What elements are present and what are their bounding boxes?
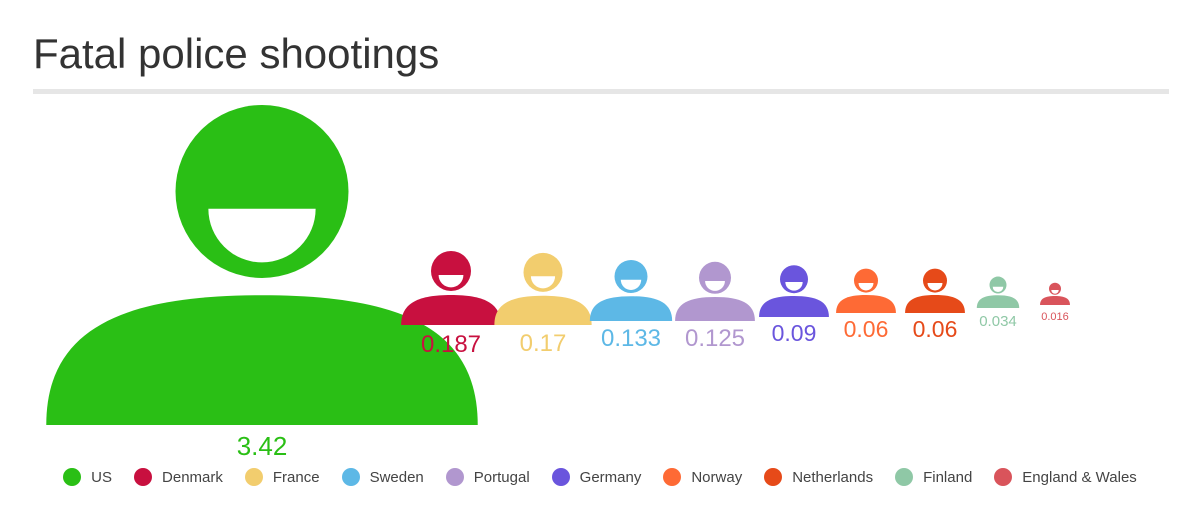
legend-item-france[interactable]: France [244, 468, 320, 486]
figure-netherlands: 0.06 [905, 268, 965, 342]
legend-item-norway[interactable]: Norway [663, 468, 742, 486]
figure-denmark: 0.187 [401, 251, 501, 358]
legend-item-portugal[interactable]: Portugal [445, 468, 530, 486]
legend-label-netherlands: Netherlands [792, 468, 874, 486]
legend-item-finland[interactable]: Finland [895, 468, 972, 486]
figure-body-sweden [589, 296, 673, 321]
legend-swatch-germany [551, 468, 570, 486]
legend-label-germany: Germany [579, 468, 642, 486]
figure-body-france [494, 295, 592, 325]
legend-swatch-norway [663, 468, 682, 486]
value-label-france: 0.17 [520, 330, 567, 357]
legend-swatch-portugal [445, 468, 464, 486]
legend-swatch-netherlands [764, 468, 783, 486]
title-divider [33, 89, 1169, 94]
legend-swatch-england-and-wales [994, 468, 1013, 486]
legend-item-denmark[interactable]: Denmark [134, 468, 223, 486]
legend-swatch-finland [895, 468, 914, 486]
legend-item-sweden[interactable]: Sweden [341, 468, 424, 486]
figure-england-and-wales: 0.016 [1040, 282, 1070, 323]
figure-smile-norway [858, 283, 874, 291]
legend-label-norway: Norway [691, 468, 743, 486]
value-label-norway: 0.06 [844, 316, 889, 342]
legend-item-netherlands[interactable]: Netherlands [764, 468, 873, 486]
figure-body-finland [976, 295, 1020, 308]
legend-swatch-us [63, 468, 82, 486]
legend-label-denmark: Denmark [162, 468, 223, 486]
figure-finland: 0.034 [976, 276, 1020, 330]
figure-smile-france [530, 276, 556, 289]
legend-item-germany[interactable]: Germany [551, 468, 642, 486]
figure-body-germany [759, 296, 829, 317]
figure-body-england-and-wales [1040, 296, 1070, 305]
legend-label-france: France [272, 468, 320, 486]
figure-germany: 0.09 [759, 265, 829, 346]
pictograph-chart: 3.42 0.187 0.17 0.133 0.125 0.09 0.06 0.06 0.034… [46, 104, 1070, 460]
legend-label-portugal: Portugal [473, 468, 530, 486]
value-label-germany: 0.09 [772, 320, 817, 346]
figure-norway: 0.06 [836, 268, 896, 342]
figure-portugal: 0.125 [675, 261, 755, 352]
figure-smile-denmark [438, 275, 464, 288]
value-label-england-and-wales: 0.016 [1041, 311, 1069, 323]
figure-smile-germany [785, 282, 803, 291]
legend-label-us: US [91, 468, 113, 486]
figure-smile-us [208, 208, 316, 263]
legend-label-sweden: Sweden [369, 468, 424, 486]
value-label-us: 3.42 [237, 431, 288, 460]
value-label-denmark: 0.187 [421, 331, 481, 358]
figure-us: 3.42 [46, 104, 478, 460]
figure-body-norway [836, 295, 896, 313]
figure-smile-sweden [620, 279, 642, 290]
figure-smile-portugal [705, 281, 725, 291]
figure-smile-netherlands [927, 283, 943, 291]
value-label-finland: 0.034 [979, 313, 1017, 330]
figure-smile-finland [992, 286, 1004, 293]
figure-body-netherlands [905, 295, 965, 313]
value-label-portugal: 0.125 [685, 325, 745, 352]
legend-item-england-and-wales[interactable]: England & Wales [994, 468, 1137, 486]
legend-swatch-france [244, 468, 263, 486]
figure-smile-england-and-wales [1051, 290, 1059, 294]
figure-body-denmark [401, 295, 501, 325]
chart-legend: US Denmark France Sweden Portugal Germany Norw… [0, 468, 1200, 486]
legend-label-england-and-wales: England & Wales [1022, 468, 1137, 486]
legend-item-us[interactable]: US [63, 468, 112, 486]
legend-swatch-sweden [341, 468, 360, 486]
chart-title: Fatal police shootings [33, 30, 440, 77]
legend-label-finland: Finland [923, 468, 973, 486]
value-label-netherlands: 0.06 [913, 316, 958, 342]
figure-body-us [46, 295, 478, 425]
figure-body-portugal [675, 297, 755, 321]
value-label-sweden: 0.133 [601, 325, 661, 352]
figure-france: 0.17 [494, 252, 592, 357]
legend-swatch-denmark [134, 468, 153, 486]
figure-sweden: 0.133 [589, 259, 673, 352]
